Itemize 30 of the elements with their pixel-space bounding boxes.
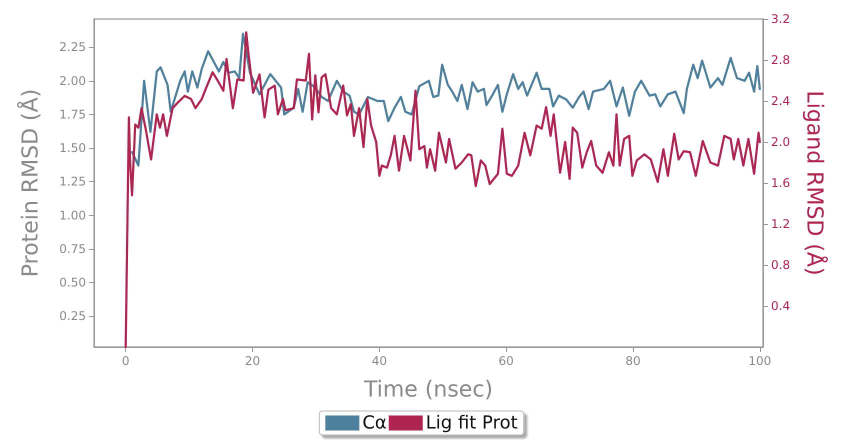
y2-axis-title: Ligand RMSD (Å) (802, 90, 828, 276)
line-series (124, 31, 761, 348)
legend-label: Lig fit Prot (426, 412, 518, 434)
y-tick-label: 0.50 (59, 275, 86, 290)
y-tick-label: 2.25 (59, 40, 86, 54)
x-tick-label: 80 (625, 354, 641, 368)
y-axis-title: Protein RMSD (Å) (16, 88, 44, 278)
x-tick-label: 40 (372, 354, 387, 368)
x-tick-label: 0 (122, 354, 130, 368)
y2-tick-label: 1.2 (771, 217, 790, 231)
y-tick-label: 2.00 (59, 74, 86, 88)
y2-tick-label: 0.8 (771, 258, 790, 272)
x-axis-title: Time (nsec) (362, 378, 494, 402)
y2-tick-label: 2.0 (771, 135, 790, 149)
y2-tick-label: 0.4 (771, 299, 790, 313)
x-tick-label: 60 (498, 354, 514, 368)
y-tick-label: 0.25 (59, 309, 86, 324)
y2-tick-label: 2.8 (771, 53, 790, 67)
y-tick-label: 1.75 (59, 107, 86, 122)
y-tick-label: 1.00 (59, 208, 86, 222)
line-series (130, 32, 761, 167)
y2-tick-label: 1.6 (771, 176, 790, 190)
legend-label: Cα (362, 412, 387, 434)
x-tick-label: 20 (244, 354, 260, 368)
x-tick-label: 100 (748, 354, 772, 368)
y-tick-label: 1.25 (59, 174, 86, 189)
y2-tick-label: 2.4 (771, 94, 790, 108)
y2-tick-label: 3.2 (771, 12, 790, 26)
y-tick-label: 0.75 (59, 242, 86, 256)
y-tick-label: 1.50 (59, 141, 86, 156)
